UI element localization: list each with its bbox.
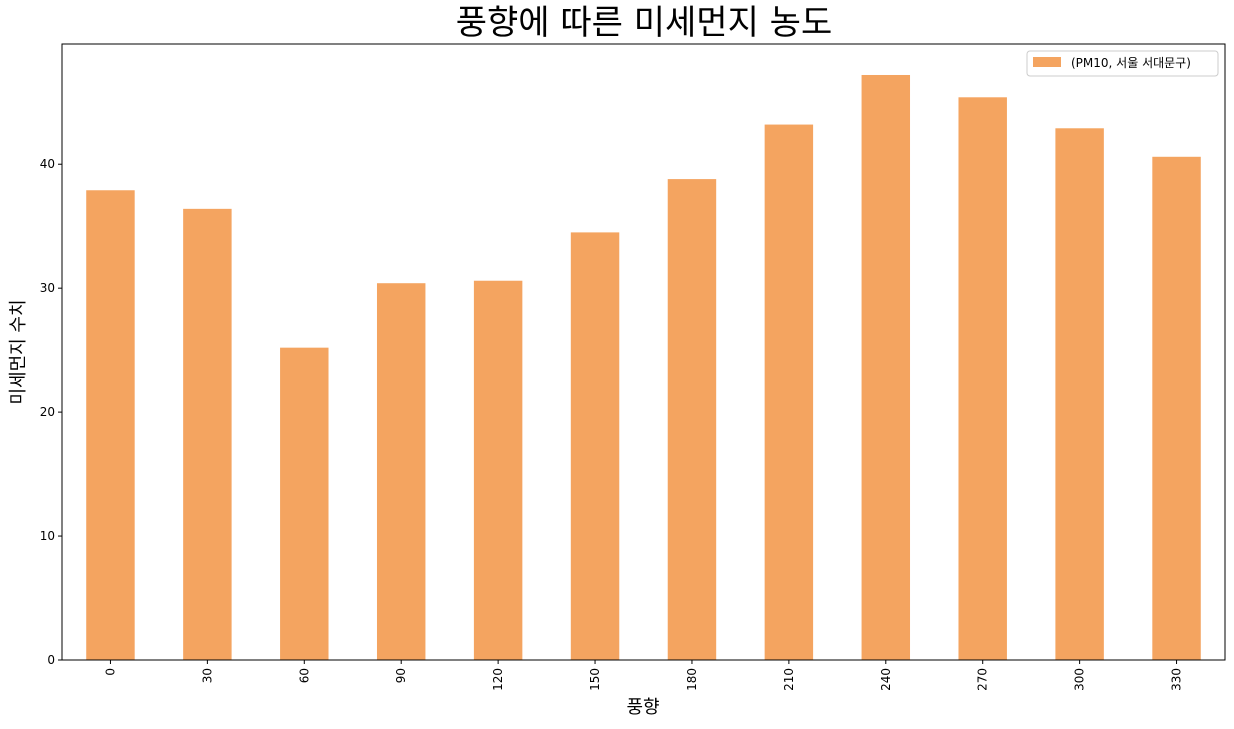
bar-150 <box>570 232 620 661</box>
bar-0 <box>86 190 135 660</box>
y-axis-label: 미세먼지 수치 <box>8 299 29 404</box>
x-tick-label: 270 <box>976 668 990 691</box>
y-tick-label: 20 <box>40 405 55 419</box>
y-axis-ticks: 0 10 20 30 40 <box>40 157 62 667</box>
bar-300 <box>1055 128 1104 661</box>
bar-270 <box>958 97 1007 660</box>
x-tick-label: 120 <box>491 668 505 691</box>
legend-box <box>1026 50 1219 77</box>
legend: (PM10, 서울 서대문구) <box>1026 50 1219 77</box>
x-tick-label: 30 <box>200 668 214 683</box>
x-axis-label: 풍향 <box>626 697 659 718</box>
y-tick-label: 0 <box>47 653 55 667</box>
x-tick-label: 60 <box>297 668 311 683</box>
x-tick-label: 210 <box>782 668 796 691</box>
bar-330 <box>1152 156 1201 660</box>
bar-90 <box>376 283 426 660</box>
y-tick-label: 30 <box>40 281 55 295</box>
legend-label: (PM10, 서울 서대문구) <box>1071 56 1191 70</box>
bar-30 <box>183 208 232 660</box>
x-tick-label: 90 <box>394 668 408 683</box>
bar-240 <box>861 74 911 661</box>
bar-210 <box>764 124 814 661</box>
x-tick-label: 150 <box>588 668 602 691</box>
y-tick-label: 10 <box>40 529 55 543</box>
chart-title: 풍향에 따른 미세먼지 농도 <box>456 3 833 43</box>
bar-120 <box>473 280 523 660</box>
x-tick-label: 0 <box>103 668 117 676</box>
x-tick-label: 240 <box>879 668 893 691</box>
x-tick-label: 330 <box>1170 668 1184 691</box>
x-tick-label: 180 <box>685 668 699 691</box>
x-axis-ticks: 0 30 60 90 120 150 180 210 240 270 300 330 <box>103 660 1184 691</box>
bar-60 <box>280 347 329 660</box>
plot-frame <box>61 43 1226 661</box>
bar-180 <box>667 179 717 661</box>
legend-swatch <box>1033 57 1061 67</box>
bars-group <box>86 74 1201 661</box>
x-tick-label: 300 <box>1073 668 1087 691</box>
y-tick-label: 40 <box>40 157 55 171</box>
